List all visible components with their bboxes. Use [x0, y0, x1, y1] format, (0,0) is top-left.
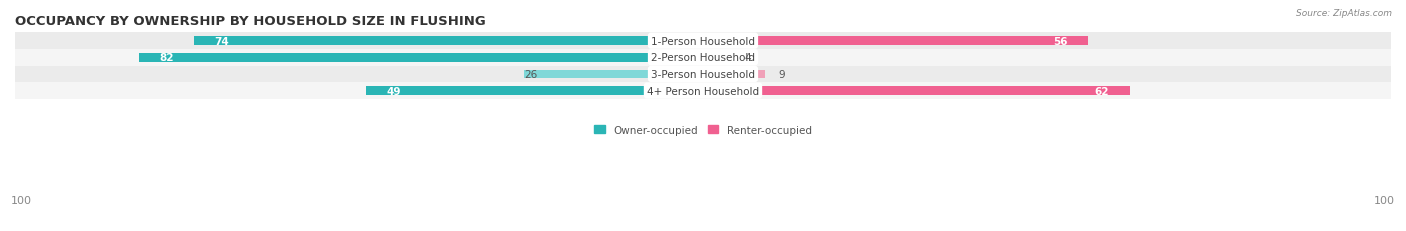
- Text: 4: 4: [744, 53, 751, 63]
- Text: 3-Person Household: 3-Person Household: [651, 70, 755, 79]
- Text: 74: 74: [215, 36, 229, 46]
- Bar: [15, 83, 1391, 99]
- Text: OCCUPANCY BY OWNERSHIP BY HOUSEHOLD SIZE IN FLUSHING: OCCUPANCY BY OWNERSHIP BY HOUSEHOLD SIZE…: [15, 15, 485, 28]
- Bar: [703, 37, 1088, 46]
- Bar: [15, 33, 1391, 50]
- Text: 2-Person Household: 2-Person Household: [651, 53, 755, 63]
- Bar: [139, 54, 703, 62]
- Bar: [703, 87, 1129, 95]
- Legend: Owner-occupied, Renter-occupied: Owner-occupied, Renter-occupied: [595, 125, 811, 135]
- Bar: [524, 70, 703, 79]
- Text: 82: 82: [159, 53, 174, 63]
- Text: 9: 9: [779, 70, 786, 79]
- Text: Source: ZipAtlas.com: Source: ZipAtlas.com: [1296, 9, 1392, 18]
- Text: 100: 100: [1374, 196, 1395, 206]
- Bar: [15, 66, 1391, 83]
- Bar: [703, 54, 731, 62]
- Text: 26: 26: [524, 70, 538, 79]
- Text: 56: 56: [1053, 36, 1067, 46]
- Text: 100: 100: [11, 196, 32, 206]
- Text: 49: 49: [387, 86, 401, 96]
- Text: 4+ Person Household: 4+ Person Household: [647, 86, 759, 96]
- Bar: [703, 70, 765, 79]
- Bar: [15, 50, 1391, 66]
- Text: 1-Person Household: 1-Person Household: [651, 36, 755, 46]
- Bar: [194, 37, 703, 46]
- Bar: [366, 87, 703, 95]
- Text: 62: 62: [1094, 86, 1109, 96]
